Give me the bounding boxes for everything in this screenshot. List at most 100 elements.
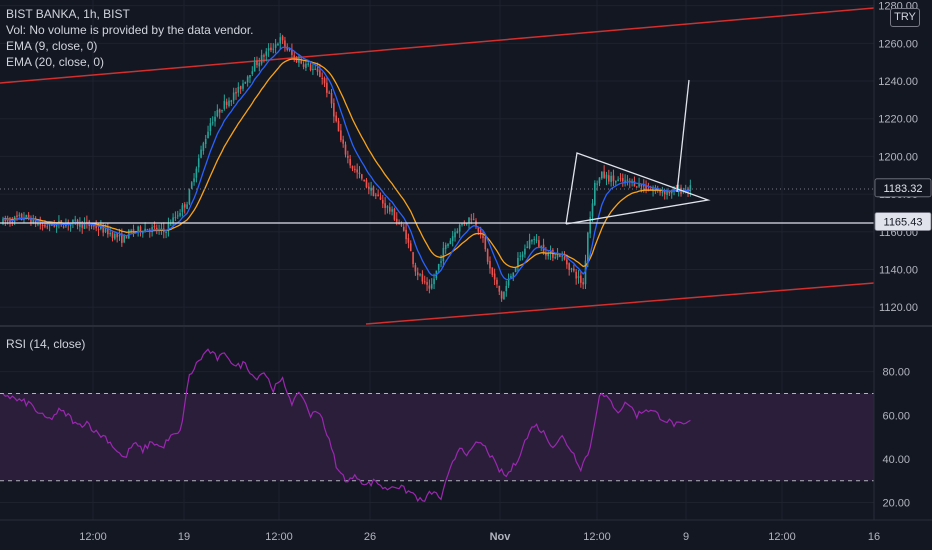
channel-lower-line[interactable] [365, 282, 875, 325]
volume-note: Vol: No volume is provided by the data v… [6, 23, 254, 37]
candle [496, 277, 498, 288]
breakout-projection-line[interactable] [676, 79, 690, 193]
candle [9, 216, 11, 227]
price-tick-label: 1240.00 [878, 76, 918, 88]
candle [514, 267, 517, 273]
candle [267, 43, 270, 57]
ema9-legend[interactable]: EMA (9, close, 0) [6, 39, 98, 53]
candle [451, 230, 454, 247]
ema20-line [2, 58, 691, 269]
ema20-legend[interactable]: EMA (20, close, 0) [6, 55, 105, 69]
candle [656, 185, 659, 193]
candle [526, 241, 529, 249]
time-tick-label: Nov [490, 531, 512, 543]
candle [510, 273, 512, 278]
candle [535, 234, 538, 244]
triangle-pattern[interactable] [565, 79, 711, 225]
channel-lines[interactable] [0, 7, 875, 325]
candle [575, 269, 577, 285]
candle [58, 215, 60, 229]
candle [391, 206, 393, 216]
candle [482, 230, 484, 243]
candle [521, 251, 524, 261]
candle [491, 267, 494, 278]
candle [284, 36, 286, 52]
time-axis[interactable]: 12:00 19 12:00 26 Nov 12:00 9 12:00 16 [79, 531, 880, 543]
candle [279, 33, 282, 50]
candle [582, 277, 584, 290]
candle [409, 240, 412, 252]
candle [568, 262, 570, 276]
candle [305, 61, 307, 71]
candle [281, 34, 284, 45]
candle [174, 211, 177, 222]
candle [244, 81, 247, 84]
candle [214, 111, 216, 127]
candle [2, 216, 4, 226]
candle [605, 171, 608, 186]
candle [407, 233, 410, 249]
candle [538, 235, 540, 248]
candle [612, 169, 615, 186]
candle [260, 49, 263, 66]
currency-badge[interactable]: TRY [890, 8, 920, 27]
candle [242, 79, 244, 92]
candle [221, 109, 223, 113]
candle [412, 251, 414, 268]
candle [533, 236, 536, 245]
candle [596, 180, 598, 191]
candle [400, 221, 403, 228]
candle [430, 278, 433, 290]
candle [379, 192, 382, 201]
candle [405, 223, 407, 244]
candle [204, 134, 207, 149]
candle [402, 223, 405, 232]
candle [421, 270, 424, 285]
candle [307, 61, 310, 67]
candle [291, 43, 293, 59]
candle [34, 216, 37, 228]
candle [416, 267, 419, 281]
candle [381, 195, 384, 209]
rsi-tick-label: 20.00 [882, 498, 910, 510]
candle [570, 267, 573, 273]
price-axis[interactable]: 1120.001140.001160.001180.001200.001220.… [878, 1, 918, 315]
candle [300, 57, 303, 65]
candle [256, 56, 258, 68]
candle [447, 243, 449, 249]
candle [540, 245, 543, 252]
candle [258, 57, 261, 72]
candle [253, 56, 256, 72]
candle [11, 216, 14, 226]
symbol-title[interactable]: BIST BANKA, 1h, BIST [6, 7, 130, 21]
candle [277, 42, 279, 46]
candle [197, 154, 200, 173]
candle [384, 197, 386, 215]
candle [661, 186, 664, 197]
price-tick-label: 1220.00 [878, 114, 918, 126]
price-label-last: 1183.32 [874, 178, 932, 198]
candle [552, 248, 554, 262]
triangle-drawing[interactable] [565, 152, 711, 225]
candle [377, 189, 379, 197]
candle [354, 165, 356, 173]
candle [235, 87, 237, 100]
price-tick-label: 1200.00 [878, 151, 918, 163]
price-tick-label: 1140.00 [879, 264, 918, 276]
candle [228, 97, 230, 108]
channel-upper-line[interactable] [0, 7, 875, 84]
candle [46, 224, 49, 230]
candle [393, 207, 396, 221]
candle [323, 76, 326, 88]
candle [398, 219, 400, 225]
candle [114, 231, 116, 241]
candle [358, 166, 361, 179]
candle [167, 217, 170, 237]
candle [335, 111, 337, 123]
candle [211, 116, 214, 126]
rsi-axis[interactable]: 20.00 40.00 60.00 80.00 [882, 367, 910, 510]
rsi-legend[interactable]: RSI (14, close) [6, 337, 86, 351]
candle [79, 217, 81, 232]
candle [484, 235, 487, 252]
